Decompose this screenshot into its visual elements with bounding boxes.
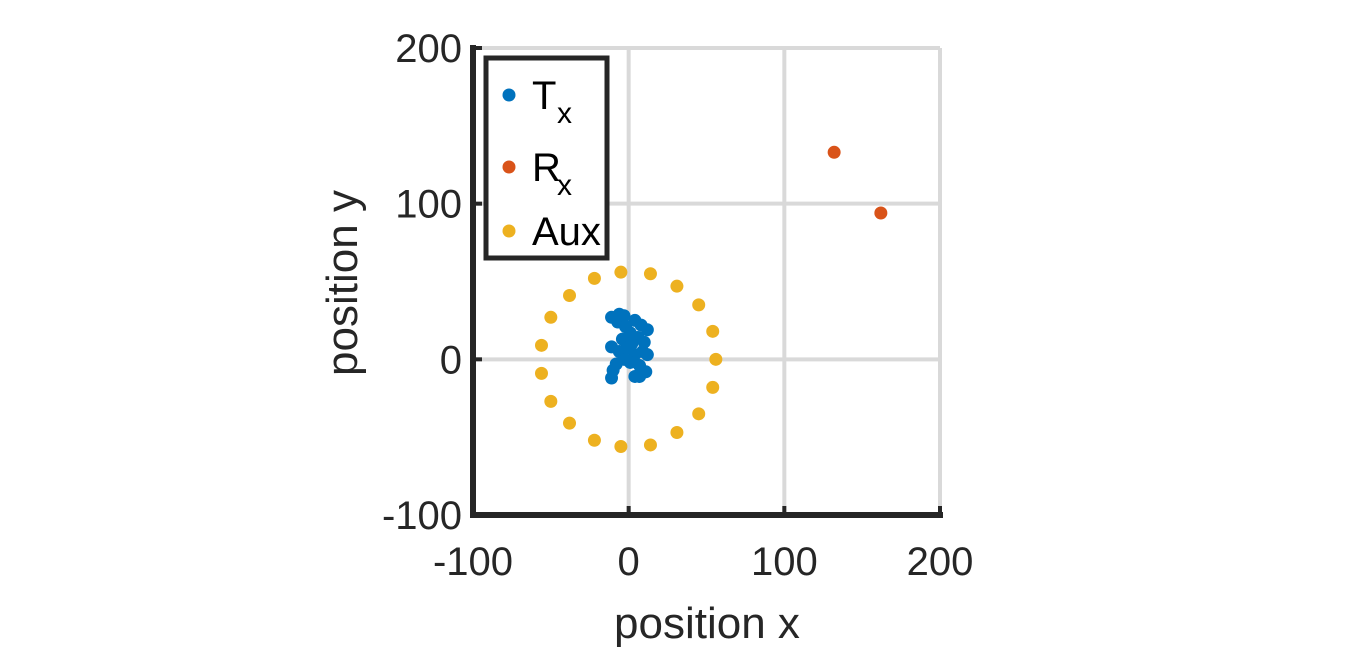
data-point-aux — [670, 279, 684, 293]
data-point-rx — [827, 145, 841, 159]
data-point-aux — [692, 407, 706, 421]
data-point-aux — [534, 366, 548, 380]
tick-labels: -100 0 100 200 -100 0 100 200 — [382, 27, 973, 584]
data-point-tx — [620, 341, 634, 355]
legend-label: R — [532, 146, 561, 190]
data-point-aux — [643, 267, 657, 281]
data-point-aux — [614, 440, 628, 454]
legend-marker — [502, 160, 516, 174]
x-axis-label: position x — [614, 599, 800, 648]
data-point-tx — [605, 371, 619, 385]
data-point-aux — [706, 324, 720, 338]
data-point-tx — [609, 357, 623, 371]
data-point-tx — [640, 323, 654, 337]
data-point-aux — [706, 380, 720, 394]
data-point-rx — [874, 206, 888, 220]
data-point-aux — [587, 271, 601, 285]
data-point-aux — [563, 416, 577, 430]
y-axis-label: position y — [318, 190, 367, 376]
x-tick-label: 100 — [751, 540, 818, 584]
data-point-aux — [544, 310, 558, 324]
data-points — [534, 145, 888, 454]
data-point-aux — [670, 425, 684, 439]
y-tick-label: 200 — [395, 27, 462, 71]
legend-label: T — [532, 74, 556, 118]
legend-marker — [502, 88, 516, 102]
data-point-aux — [692, 298, 706, 312]
data-point-aux — [587, 433, 601, 447]
legend-label-subscript: x — [557, 169, 572, 202]
legend-label-subscript: x — [557, 97, 572, 130]
data-point-tx — [633, 369, 647, 383]
data-point-aux — [544, 394, 558, 408]
axes — [470, 45, 943, 518]
data-point-aux — [709, 352, 723, 366]
x-tick-label: 0 — [618, 540, 640, 584]
legend-marker — [502, 224, 516, 238]
y-tick-label: 0 — [440, 338, 462, 382]
y-tick-label: -100 — [382, 494, 462, 538]
y-tick-label: 100 — [395, 183, 462, 227]
data-point-aux — [643, 438, 657, 452]
legend-label: Aux — [532, 210, 601, 254]
data-point-aux — [614, 265, 628, 279]
x-tick-label: -100 — [433, 540, 513, 584]
data-point-aux — [534, 338, 548, 352]
data-point-tx — [640, 348, 654, 362]
data-point-aux — [563, 289, 577, 303]
x-tick-label: 200 — [907, 540, 974, 584]
